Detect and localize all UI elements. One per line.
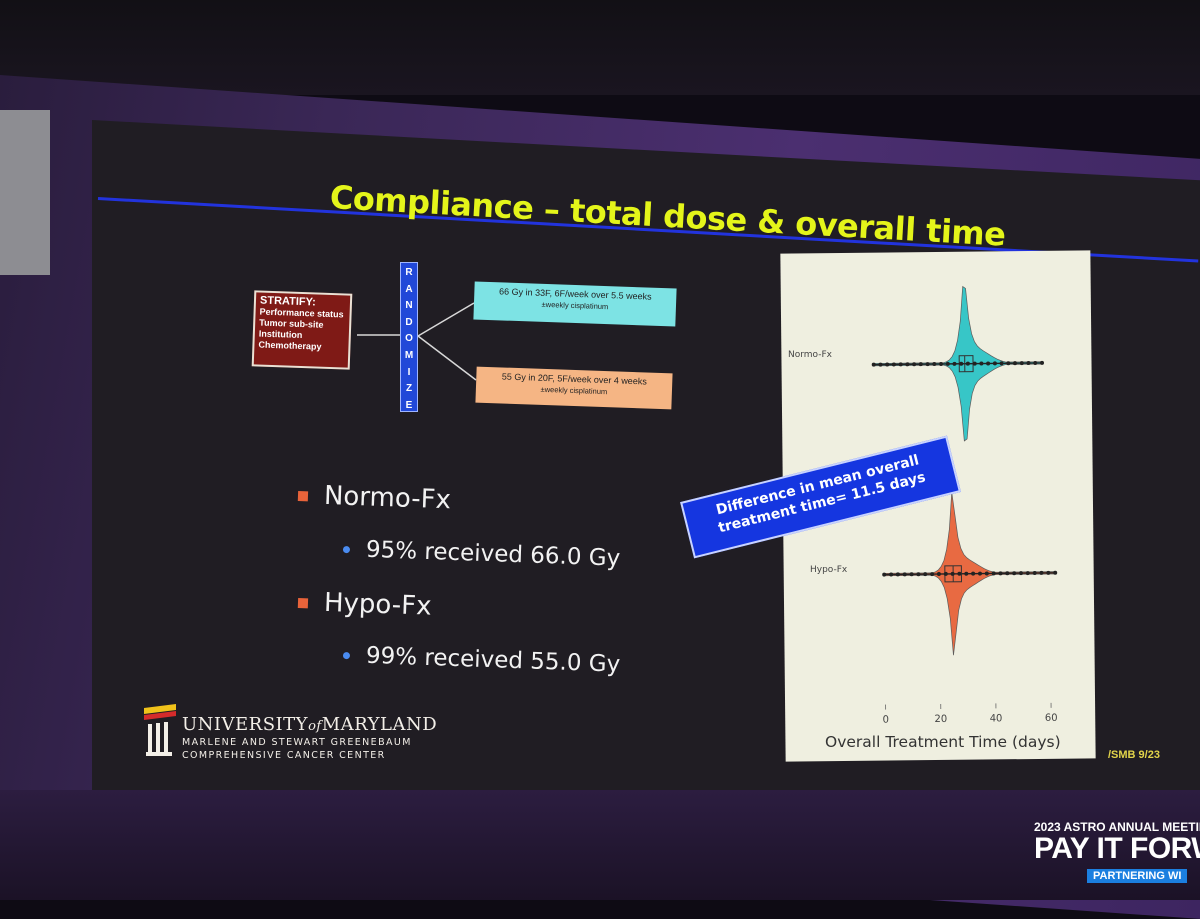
randomize-letter: M <box>401 348 417 365</box>
conference-branding: 2023 ASTRO ANNUAL MEETING PAY IT FORW PA… <box>1034 820 1200 883</box>
university-logo-text: UNIVERSITYofMARYLAND MARLENE AND STEWART… <box>182 714 437 761</box>
x-tick-label: 40 <box>990 713 1003 724</box>
bullet-hypo-label: Hypo-Fx <box>323 588 432 622</box>
series-label-normo: Normo-Fx <box>788 350 832 360</box>
dot-bullet-icon <box>343 652 350 659</box>
randomize-letter: D <box>401 315 417 332</box>
logo-line-cancer-center: COMPREHENSIVE CANCER CENTER <box>182 750 437 761</box>
university-seal-icon <box>140 700 180 766</box>
dot-bullet-icon <box>343 546 350 553</box>
logo-word-of: of <box>308 719 322 734</box>
slide-number: /SMB 9/23 <box>1108 749 1160 761</box>
x-tick-label: 0 <box>883 715 889 726</box>
bullet-hypo: Hypo-Fx <box>297 587 432 622</box>
arm-normo-box: 66 Gy in 33F, 6F/week over 5.5 weeks ±we… <box>473 281 676 326</box>
x-tick-label: 60 <box>1045 713 1058 724</box>
logo-word-maryland: MARYLAND <box>322 714 437 735</box>
arm-hypo-box: 55 Gy in 20F, 5F/week over 4 weeks ±week… <box>475 367 672 410</box>
logo-word-university: UNIVERSITY <box>182 714 308 735</box>
randomize-letter: R <box>401 265 417 282</box>
conference-slogan: PAY IT FORW <box>1034 834 1200 864</box>
stratify-item: Chemotherapy <box>258 339 344 353</box>
square-bullet-icon <box>298 491 308 501</box>
randomize-letter: N <box>401 298 417 315</box>
randomize-letter: I <box>401 365 417 382</box>
square-bullet-icon <box>298 598 308 608</box>
stratify-box: STRATIFY: Performance status Tumor sub-s… <box>252 290 353 369</box>
x-axis-label: Overall Treatment Time (days) <box>825 733 1061 751</box>
randomize-letter: Z <box>401 381 417 398</box>
x-tick-label: 20 <box>934 714 947 725</box>
series-label-hypo: Hypo-Fx <box>810 565 847 575</box>
bullet-normo: Normo-Fx <box>297 480 451 515</box>
bullet-normo-label: Normo-Fx <box>323 481 451 515</box>
conference-tagline: PARTNERING WI <box>1087 869 1187 883</box>
randomize-letter: E <box>401 398 417 415</box>
randomize-letter: O <box>401 331 417 348</box>
randomize-letter: A <box>401 282 417 299</box>
logo-line-greenebaum: MARLENE AND STEWART GREENEBAUM <box>182 737 437 748</box>
